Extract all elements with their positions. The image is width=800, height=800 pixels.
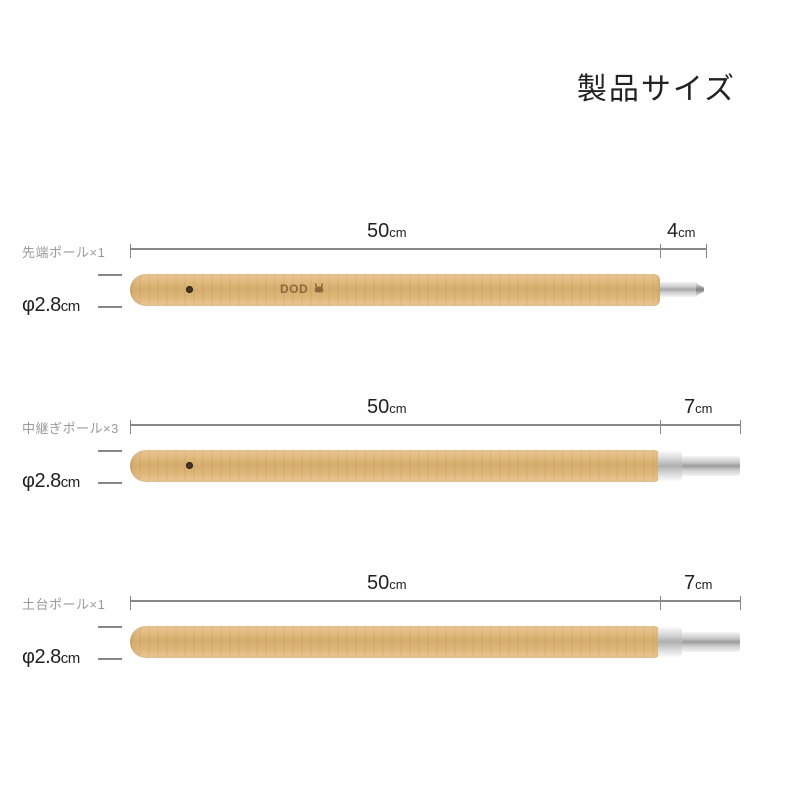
dim-tick <box>740 420 741 434</box>
main-length-label: 50cm <box>367 396 407 419</box>
pole-tip-sleeve-base <box>658 451 682 481</box>
dim-line-main <box>130 424 660 426</box>
dim-diameter <box>108 274 109 306</box>
pole <box>130 450 740 482</box>
dim-line-tip <box>660 248 706 250</box>
dim-tick <box>660 596 661 610</box>
dim-line-main <box>130 600 660 602</box>
dim-tick <box>130 596 131 610</box>
page-title: 製品サイズ <box>577 64 736 108</box>
pole-hole <box>186 462 193 469</box>
pole-tip-spike <box>660 282 698 297</box>
dim-tick <box>706 244 707 258</box>
pole-label: 中継ぎポール×3 <box>22 418 119 437</box>
rabbit-icon <box>311 281 327 297</box>
pole-wood: DOD <box>130 274 660 306</box>
dim-tick <box>660 420 661 434</box>
tip-length-label: 7cm <box>684 572 712 595</box>
dim-tick <box>660 244 661 258</box>
brand-logo: DOD <box>280 281 327 297</box>
pole-tip-sleeve <box>682 632 740 652</box>
pole-label: 先端ポール×1 <box>22 242 105 261</box>
dim-diameter <box>108 450 109 482</box>
pole-wood <box>130 626 660 658</box>
dim-diameter <box>108 626 109 658</box>
dim-tick <box>740 596 741 610</box>
pole-hole <box>186 286 193 293</box>
pole <box>130 626 740 658</box>
dim-line-tip <box>660 600 740 602</box>
dim-tick <box>130 420 131 434</box>
tip-length-label: 4cm <box>667 220 695 243</box>
main-length-label: 50cm <box>367 220 407 243</box>
diameter-label: φ2.8cm <box>22 294 80 317</box>
dim-line-main <box>130 248 660 250</box>
pole-label: 土台ポール×1 <box>22 594 105 613</box>
dim-tick <box>130 244 131 258</box>
diameter-label: φ2.8cm <box>22 470 80 493</box>
diameter-label: φ2.8cm <box>22 646 80 669</box>
pole: DOD <box>130 274 706 306</box>
main-length-label: 50cm <box>367 572 407 595</box>
pole-tip-sleeve <box>682 456 740 476</box>
dim-line-tip <box>660 424 740 426</box>
tip-length-label: 7cm <box>684 396 712 419</box>
pole-tip-sleeve-base <box>658 627 682 657</box>
pole-wood <box>130 450 660 482</box>
